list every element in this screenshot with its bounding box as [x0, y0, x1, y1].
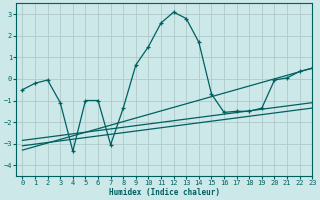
X-axis label: Humidex (Indice chaleur): Humidex (Indice chaleur) [109, 188, 220, 197]
